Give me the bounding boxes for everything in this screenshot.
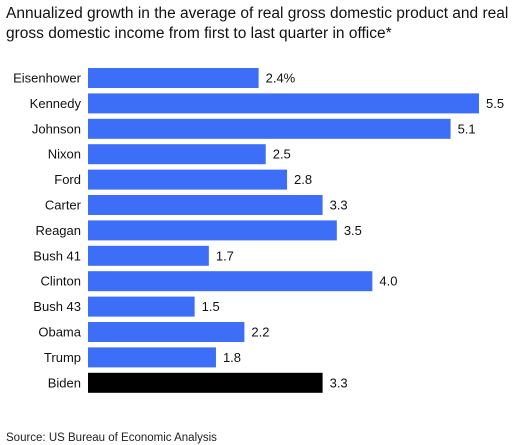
value-label-nixon: 2.5 [273, 147, 291, 162]
bars-layer: Eisenhower 2.4% Kennedy 5.5 Johnson 5.1 Nixon 2… [13, 68, 504, 393]
bar-kennedy [88, 93, 479, 114]
value-label-eisenhower: 2.4% [266, 71, 296, 86]
value-label-ford: 2.8 [294, 172, 312, 187]
bar-ford [88, 169, 288, 190]
value-label-trump: 1.8 [223, 350, 241, 365]
category-label-kennedy: Kennedy [30, 96, 82, 111]
category-label-biden: Biden [48, 375, 81, 390]
bar-obama [88, 322, 245, 342]
category-label-eisenhower: Eisenhower [13, 71, 82, 86]
bar-bush-43 [88, 296, 195, 317]
bar-johnson [88, 118, 451, 139]
bar-eisenhower [88, 68, 259, 88]
value-label-bush-41: 1.7 [216, 248, 234, 263]
chart-title: Annualized growth in the average of real… [6, 5, 509, 42]
category-label-clinton: Clinton [41, 274, 81, 289]
value-label-kennedy: 5.5 [486, 96, 504, 111]
value-label-johnson: 5.1 [458, 121, 476, 136]
bar-biden [88, 372, 323, 393]
bar-trump [88, 347, 216, 368]
category-label-obama: Obama [38, 325, 81, 340]
value-label-biden: 3.3 [330, 375, 348, 390]
category-label-reagan: Reagan [35, 223, 81, 238]
category-label-carter: Carter [45, 198, 82, 213]
bar-reagan [88, 220, 337, 241]
bar-carter [88, 195, 323, 215]
category-label-nixon: Nixon [48, 147, 81, 162]
category-label-ford: Ford [54, 172, 81, 187]
value-label-carter: 3.3 [330, 198, 348, 213]
value-label-clinton: 4.0 [379, 274, 397, 289]
category-label-bush-41: Bush 41 [33, 248, 81, 263]
category-label-bush-43: Bush 43 [33, 299, 81, 314]
bar-clinton [88, 271, 373, 292]
value-label-bush-43: 1.5 [202, 299, 220, 314]
category-label-johnson: Johnson [32, 121, 81, 136]
source-note: Source: US Bureau of Economic Analysis [6, 432, 217, 444]
bar-bush-41 [88, 245, 209, 266]
value-label-reagan: 3.5 [344, 223, 362, 238]
category-label-trump: Trump [44, 350, 81, 365]
bar-nixon [88, 144, 266, 165]
value-label-obama: 2.2 [251, 325, 269, 340]
